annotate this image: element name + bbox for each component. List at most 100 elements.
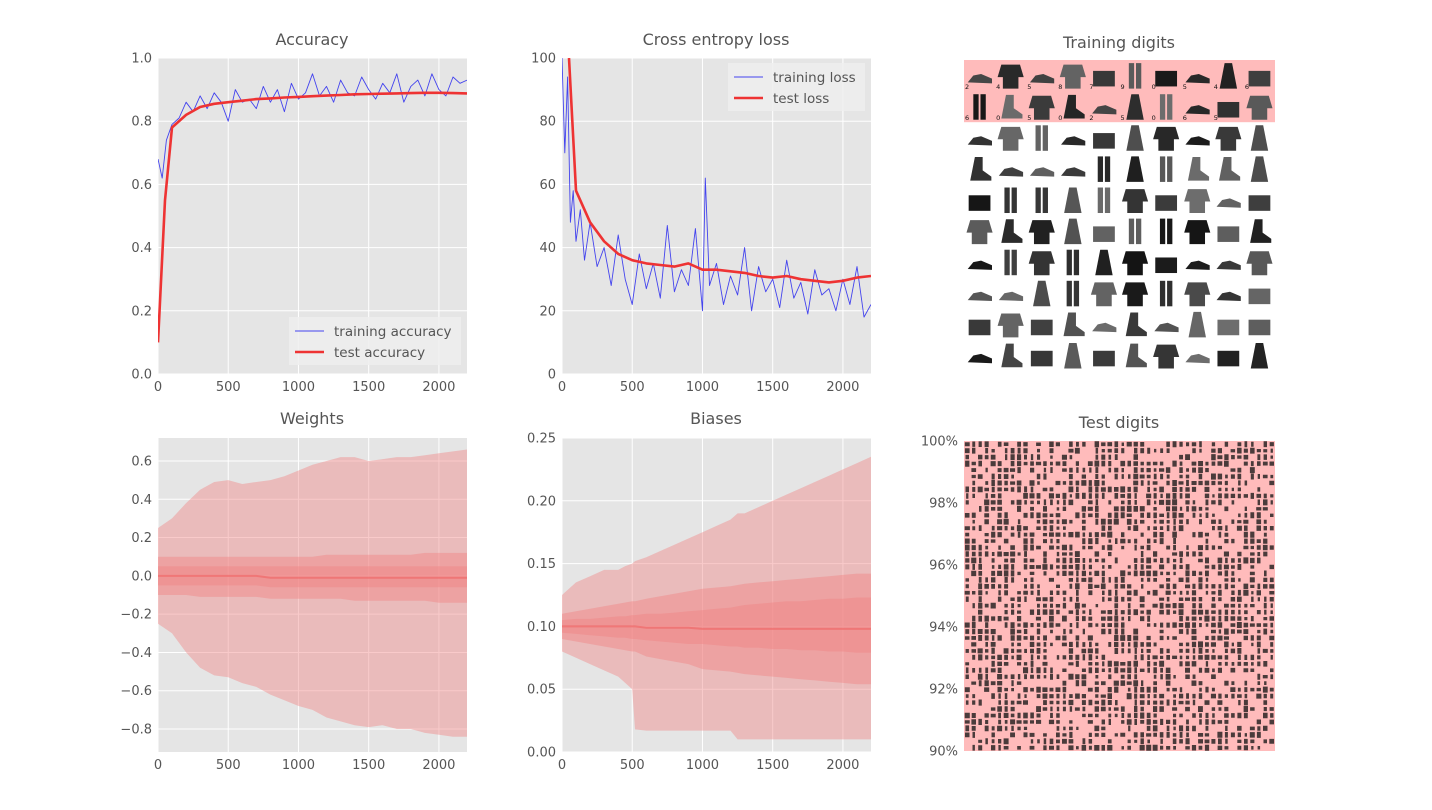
series-line-training-loss	[562, 58, 871, 318]
series-line-test-accuracy	[158, 91, 467, 343]
garment-shape	[997, 64, 1024, 89]
training-image-tile	[1093, 133, 1115, 149]
chart-title: Cross entropy loss	[643, 30, 790, 49]
training-image-tile	[967, 291, 992, 302]
tile-label: 7	[1089, 83, 1093, 91]
training-image-tile	[1126, 125, 1144, 151]
training-image-tile	[1246, 95, 1273, 120]
training-image-tile	[1185, 105, 1210, 115]
garment-shape	[1248, 195, 1271, 211]
garment-shape	[1167, 94, 1173, 120]
garment-shape	[1246, 95, 1273, 120]
garment-shape	[1093, 226, 1115, 242]
garment-shape	[1219, 63, 1238, 89]
training-image-tile	[1064, 218, 1082, 245]
tile-label: 9	[1121, 83, 1125, 91]
garment-shape	[1097, 187, 1104, 214]
garment-shape	[1185, 260, 1210, 270]
garment-shape	[1135, 63, 1142, 89]
garment-shape	[1093, 350, 1115, 367]
garment-shape	[1250, 219, 1272, 243]
training-image-tile	[1217, 350, 1240, 367]
percentile-band-1	[158, 449, 467, 737]
bands-group	[158, 449, 467, 737]
garment-shape	[968, 319, 991, 336]
training-image-tile	[1184, 282, 1211, 307]
garment-shape	[1064, 343, 1082, 369]
training-image-tile	[1001, 219, 1023, 243]
training-image-tile	[1248, 195, 1271, 211]
training-image-tile	[967, 73, 992, 84]
y-tick-label: −0.8	[120, 723, 152, 738]
chart-title: Training digits	[1062, 33, 1175, 52]
training-image-tile	[1029, 167, 1055, 177]
training-image-tile	[1063, 94, 1085, 119]
y-tick-label: 100%	[921, 435, 958, 450]
garment-shape	[1064, 218, 1082, 245]
training-image-tile	[1185, 73, 1210, 84]
garment-shape	[970, 157, 992, 181]
garment-shape	[997, 313, 1024, 338]
garment-shape	[1042, 187, 1048, 214]
training-image-tile	[1153, 344, 1180, 369]
y-tick-label: 60	[539, 178, 556, 193]
accuracy-chart: Accuracy 0 500 1000 1500 2000 0.0 0.2 0.4 0.6 0.8…	[131, 30, 467, 395]
x-tick-label: 500	[216, 380, 241, 395]
y-tick-label: 20	[539, 304, 556, 319]
garment-shape	[1033, 280, 1051, 307]
garment-shape	[1104, 156, 1111, 182]
training-image-tile	[973, 94, 986, 120]
garment-shape	[1159, 218, 1166, 245]
garment-shape	[1135, 218, 1142, 245]
training-image-tile	[997, 126, 1024, 151]
training-image-tile	[1159, 156, 1173, 182]
median-line	[158, 574, 467, 579]
training-image-tile	[1097, 187, 1111, 214]
training-image-tile	[1030, 350, 1053, 367]
garment-shape	[1001, 219, 1023, 243]
y-tick-label: 92%	[929, 683, 958, 698]
garment-shape	[1126, 125, 1144, 151]
garment-shape	[1167, 156, 1173, 182]
y-tick-label: 40	[539, 241, 556, 256]
tile-label: 8	[1058, 83, 1062, 91]
y-tick-label: 0.0	[131, 368, 152, 383]
training-image-tile	[1217, 101, 1240, 118]
percentile-band-1	[562, 456, 871, 740]
training-image-tile	[1219, 157, 1241, 181]
bands-group	[562, 456, 871, 740]
training-image-tile	[1216, 260, 1241, 270]
training-image-tile	[1064, 187, 1082, 214]
training-image-tile	[966, 220, 993, 245]
garment-shape	[968, 195, 991, 211]
training-image-tile	[1093, 350, 1115, 367]
percentile-band-3	[562, 597, 871, 653]
tile-label: 0	[996, 114, 1000, 122]
plot-area	[158, 438, 467, 752]
y-tick-label: 0.0	[131, 569, 152, 584]
garment-shape	[1059, 64, 1086, 89]
garment-shape	[1063, 312, 1085, 337]
training-image-tile	[1064, 343, 1082, 369]
tile-label: 5	[1214, 114, 1218, 122]
training-image-tile	[1121, 282, 1149, 307]
y-tick-label: 0.25	[527, 432, 556, 447]
training-image-tile	[1217, 319, 1240, 336]
y-tick-label: 0.00	[527, 746, 556, 761]
y-tick-label: 0	[548, 368, 556, 383]
garment-shape	[967, 73, 992, 84]
image-grid-bg	[964, 441, 1275, 751]
y-tick-label: 96%	[929, 559, 958, 574]
garment-shape	[1187, 157, 1210, 181]
garment-shape	[1185, 105, 1210, 115]
garment-shape	[1185, 73, 1210, 84]
garment-shape	[1004, 249, 1010, 276]
training-image-tile	[1217, 226, 1240, 242]
garment-shape	[1246, 251, 1273, 276]
garment-shape	[967, 260, 992, 270]
y-tick-label: 0.6	[131, 178, 152, 193]
garment-shape	[1248, 70, 1271, 87]
legend-entry: test accuracy	[334, 345, 425, 361]
garment-shape	[1153, 344, 1180, 369]
training-image-tile	[1093, 226, 1115, 242]
